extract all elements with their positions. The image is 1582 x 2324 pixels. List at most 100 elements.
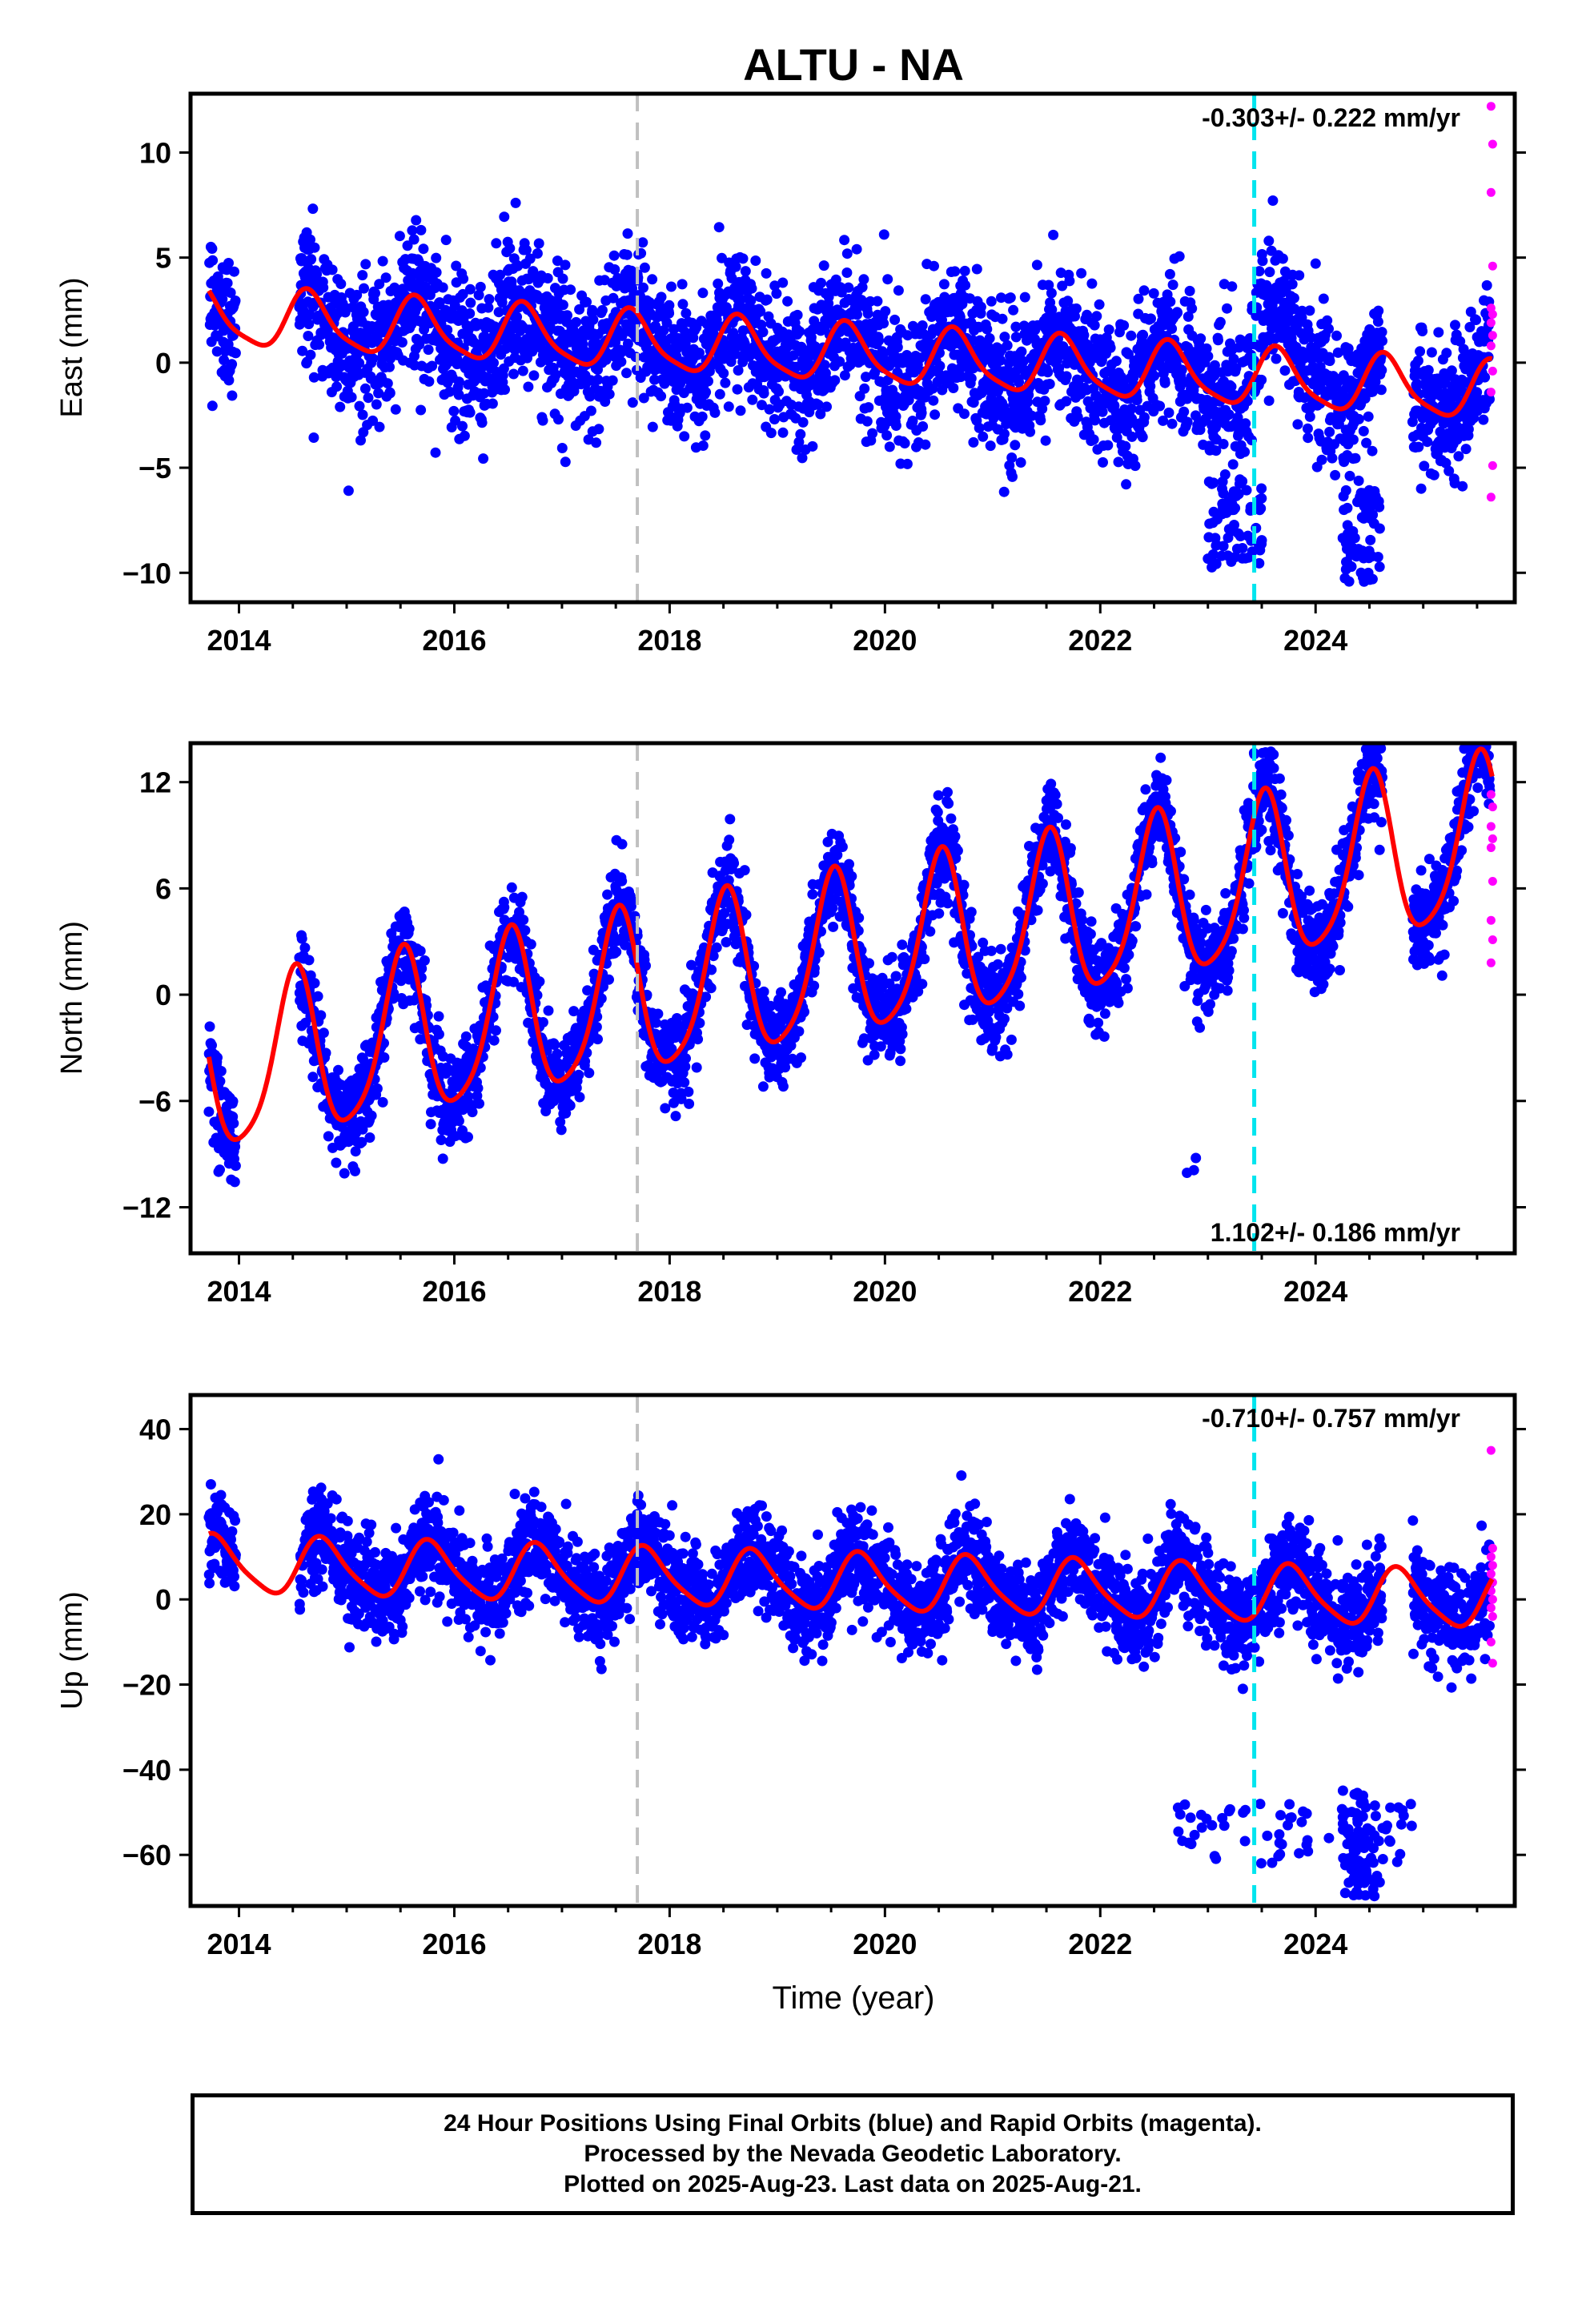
east-final-orbit-point [1279,365,1291,376]
east-final-orbit-point [483,302,494,313]
east-final-orbit-point [1240,418,1251,429]
east-final-orbit-point [1131,395,1142,406]
east-final-orbit-point [1130,460,1141,472]
north-final-orbit-point [377,1096,388,1108]
east-final-orbit-point [1222,303,1232,314]
east-final-orbit-point [297,345,308,356]
east-final-orbit-point [1091,311,1102,322]
east-final-orbit-point [1118,320,1130,331]
east-y-tick-label: 0 [155,347,171,380]
east-final-orbit-point [709,407,721,418]
east-final-orbit-point [1113,456,1124,468]
east-final-orbit-point [1126,403,1137,414]
east-final-orbit-point [859,383,870,394]
east-final-orbit-point [211,346,223,357]
east-final-orbit-point [1428,469,1439,480]
east-final-orbit-point [666,281,677,292]
east-final-orbit-point [834,356,845,367]
east-final-orbit-point [565,284,576,296]
east-final-orbit-point [1043,279,1054,291]
east-final-orbit-point [553,414,564,425]
east-final-orbit-point [934,360,946,372]
east-final-orbit-point [816,277,826,288]
east-final-orbit-point [314,339,325,350]
east-final-orbit-point [1039,396,1050,407]
east-final-orbit-point [1006,452,1018,463]
east-final-orbit-point [647,421,658,432]
east-final-orbit-point [697,440,709,451]
east-final-orbit-point [746,283,757,294]
east-final-orbit-point [1057,280,1068,292]
east-final-orbit-point [1145,380,1156,392]
east-final-orbit-point [495,269,506,280]
east-final-orbit-point [1164,268,1175,279]
east-final-orbit-point [723,401,734,412]
east-y-tick-label: 10 [139,136,171,169]
east-final-orbit-point [797,416,809,428]
north-final-orbit-point [228,1118,239,1129]
east-final-orbit-point [520,244,532,255]
east-final-orbit-point [637,237,648,248]
east-final-orbit-point [528,370,540,381]
east-final-orbit-point [499,211,510,223]
east-x-tick-label: 2018 [637,624,701,657]
east-final-orbit-point [740,266,751,277]
east-final-orbit-point [1186,303,1198,314]
east-final-orbit-point [1158,415,1169,426]
east-final-orbit-point [732,384,743,395]
east-final-orbit-point [650,320,661,332]
east-x-tick-label: 2024 [1283,624,1347,657]
east-final-orbit-point [1335,412,1347,424]
east-final-orbit-point [903,395,914,406]
east-final-orbit-point [431,267,442,278]
east-rate-label: -0.303+/- 0.222 mm/yr [1202,103,1460,132]
east-final-orbit-point [1330,469,1341,480]
east-final-orbit-point [1228,353,1239,364]
east-final-orbit-point [355,435,366,446]
east-final-orbit-point [1146,313,1156,324]
east-final-orbit-point [457,420,468,432]
east-y-axis-label: East (mm) [55,277,89,417]
east-outlier-point [1255,503,1267,514]
east-final-orbit-point [427,360,438,372]
east-final-orbit-point [396,337,408,348]
east-final-orbit-point [585,405,596,416]
east-final-orbit-point [377,255,388,267]
east-final-orbit-point [829,375,841,386]
east-final-orbit-point [861,372,871,383]
east-final-orbit-point [1182,393,1193,404]
east-final-orbit-point [1126,330,1137,341]
east-final-orbit-point [431,252,442,263]
north-final-orbit-point [433,1011,444,1022]
east-final-orbit-point [591,437,602,448]
east-final-orbit-point [357,270,368,281]
east-final-orbit-point [765,428,777,439]
north-final-orbit-point [204,1021,215,1032]
east-final-orbit-point [639,262,650,273]
east-final-orbit-point [560,259,571,271]
east-final-orbit-point [527,346,538,357]
east-final-orbit-point [616,356,627,368]
east-final-orbit-point [745,295,757,306]
east-final-orbit-point [984,333,995,344]
east-outlier-point [1218,541,1229,552]
east-final-orbit-point [1310,258,1321,269]
east-outlier-point [1210,533,1221,544]
east-final-orbit-point [1347,434,1359,445]
east-outlier-point [1365,534,1376,545]
north-final-orbit-point [491,1025,501,1036]
east-final-orbit-point [1376,364,1387,376]
east-final-orbit-point [450,415,461,426]
east-final-orbit-point [491,238,502,249]
east-y-tick-label: −10 [122,557,171,589]
east-final-orbit-point [1166,324,1178,334]
east-final-orbit-point [872,296,883,307]
east-final-orbit-point [1031,259,1042,271]
east-final-orbit-point [959,265,970,276]
east-final-orbit-point [1182,311,1194,322]
north-final-orbit-point [460,1031,472,1042]
east-final-orbit-point [1120,440,1131,452]
east-final-orbit-point [1324,356,1335,367]
east-final-orbit-point [1296,305,1307,316]
